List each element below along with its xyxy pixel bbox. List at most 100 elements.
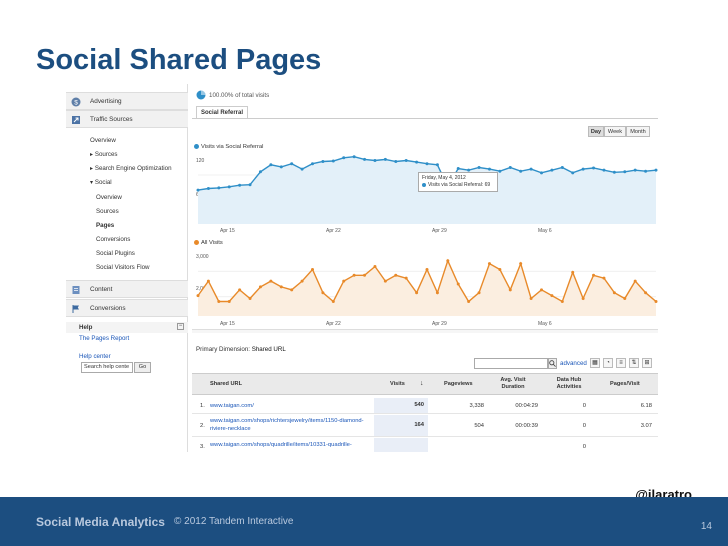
data-point[interactable]: [196, 294, 200, 298]
data-point[interactable]: [446, 259, 450, 263]
data-point[interactable]: [227, 299, 231, 303]
sidebar-item-overview[interactable]: Overview: [90, 137, 116, 144]
data-point[interactable]: [498, 267, 502, 271]
data-point[interactable]: [227, 185, 231, 189]
data-point[interactable]: [394, 160, 398, 164]
data-point[interactable]: [467, 299, 471, 303]
data-point[interactable]: [206, 186, 210, 190]
sidebar-item-social-conversions[interactable]: Conversions: [96, 236, 131, 243]
data-point[interactable]: [612, 291, 616, 295]
data-point[interactable]: [217, 299, 221, 303]
pivot-view-icon[interactable]: ⊞: [642, 358, 652, 368]
help-go-button[interactable]: Go: [134, 362, 151, 373]
data-point[interactable]: [623, 170, 627, 174]
data-point[interactable]: [394, 273, 398, 277]
data-point[interactable]: [654, 299, 658, 303]
data-point[interactable]: [456, 282, 460, 286]
data-point[interactable]: [331, 299, 335, 303]
data-point[interactable]: [529, 167, 533, 171]
data-point[interactable]: [363, 157, 367, 161]
data-point[interactable]: [540, 171, 543, 175]
search-icon[interactable]: [548, 358, 557, 369]
sidebar-item-social-overview[interactable]: Overview: [96, 194, 122, 201]
sidebar-item-sources[interactable]: ▸ Sources: [90, 151, 118, 158]
data-point[interactable]: [477, 165, 481, 169]
data-point[interactable]: [415, 291, 419, 295]
tab-social-referral[interactable]: Social Referral: [196, 106, 249, 118]
data-point[interactable]: [321, 160, 325, 164]
data-point[interactable]: [602, 168, 606, 172]
data-point[interactable]: [217, 186, 221, 190]
data-point[interactable]: [487, 262, 491, 266]
data-point[interactable]: [467, 168, 471, 172]
data-point[interactable]: [290, 162, 294, 166]
data-point[interactable]: [404, 158, 408, 162]
timeline-scrubber[interactable]: [192, 329, 658, 333]
collapse-icon[interactable]: −: [177, 323, 184, 330]
range-week-button[interactable]: Week: [604, 126, 626, 137]
sidebar-item-seo[interactable]: ▸ Search Engine Optimization: [90, 165, 172, 172]
range-day-button[interactable]: Day: [588, 126, 604, 137]
range-month-button[interactable]: Month: [626, 126, 650, 137]
data-point[interactable]: [508, 165, 512, 169]
data-point[interactable]: [602, 276, 606, 280]
data-point[interactable]: [331, 159, 335, 163]
data-point[interactable]: [529, 297, 533, 301]
data-point[interactable]: [592, 166, 596, 170]
sidebar-item-social-visitors-flow[interactable]: Social Visitors Flow: [96, 264, 150, 271]
row-url-link[interactable]: www.taigan.com/shops/quadrille/items/103…: [210, 442, 352, 448]
data-point[interactable]: [279, 285, 283, 289]
data-point[interactable]: [487, 167, 491, 171]
table-search-input[interactable]: [474, 358, 548, 369]
data-point[interactable]: [404, 276, 408, 280]
data-point[interactable]: [425, 162, 429, 166]
help-search-input[interactable]: Search help cente: [81, 362, 133, 373]
data-point[interactable]: [435, 291, 439, 295]
col-header-shared-url[interactable]: Shared URL: [210, 381, 243, 387]
data-point[interactable]: [456, 167, 460, 171]
data-point[interactable]: [519, 262, 523, 266]
data-point[interactable]: [654, 168, 658, 172]
data-point[interactable]: [300, 167, 304, 171]
data-point[interactable]: [644, 291, 648, 295]
data-point[interactable]: [342, 279, 346, 283]
data-point[interactable]: [592, 273, 596, 277]
data-point[interactable]: [258, 170, 262, 174]
col-header-avg-duration[interactable]: Avg. Visit Duration: [500, 377, 526, 390]
data-point[interactable]: [571, 171, 575, 175]
col-header-pages-per-visit[interactable]: Pages/Visit: [610, 381, 640, 387]
data-point[interactable]: [238, 183, 242, 187]
data-point[interactable]: [258, 285, 262, 289]
data-point[interactable]: [519, 169, 523, 173]
help-link-pages-report[interactable]: The Pages Report: [79, 335, 130, 342]
col-header-data-hub[interactable]: Data Hub Activities: [556, 377, 582, 390]
data-point[interactable]: [248, 183, 252, 187]
data-point[interactable]: [498, 169, 502, 173]
data-point[interactable]: [373, 265, 377, 269]
data-point[interactable]: [560, 299, 564, 303]
data-point[interactable]: [644, 169, 648, 173]
data-point[interactable]: [612, 170, 616, 174]
sidebar-item-social-sources[interactable]: Sources: [96, 208, 119, 215]
data-point[interactable]: [425, 267, 429, 271]
performance-view-icon[interactable]: ≡: [616, 358, 626, 368]
data-point[interactable]: [560, 165, 564, 169]
advanced-link[interactable]: advanced: [560, 360, 587, 367]
data-point[interactable]: [311, 267, 314, 271]
data-point[interactable]: [383, 279, 387, 283]
sidebar-section-advertising[interactable]: $ Advertising: [66, 92, 188, 110]
row-url-link[interactable]: www.taigan.com/: [210, 403, 254, 409]
data-point[interactable]: [508, 288, 512, 292]
data-point[interactable]: [248, 297, 252, 301]
data-point[interactable]: [352, 273, 356, 277]
data-point[interactable]: [363, 273, 367, 277]
pie-view-icon[interactable]: ◔: [603, 358, 613, 368]
col-header-visits[interactable]: Visits: [390, 381, 405, 387]
data-point[interactable]: [238, 288, 242, 292]
data-point[interactable]: [269, 163, 273, 167]
data-point[interactable]: [633, 168, 637, 172]
data-point[interactable]: [540, 288, 543, 292]
data-point[interactable]: [571, 270, 575, 274]
sort-down-icon[interactable]: ↓: [420, 380, 424, 387]
data-point[interactable]: [383, 157, 387, 161]
